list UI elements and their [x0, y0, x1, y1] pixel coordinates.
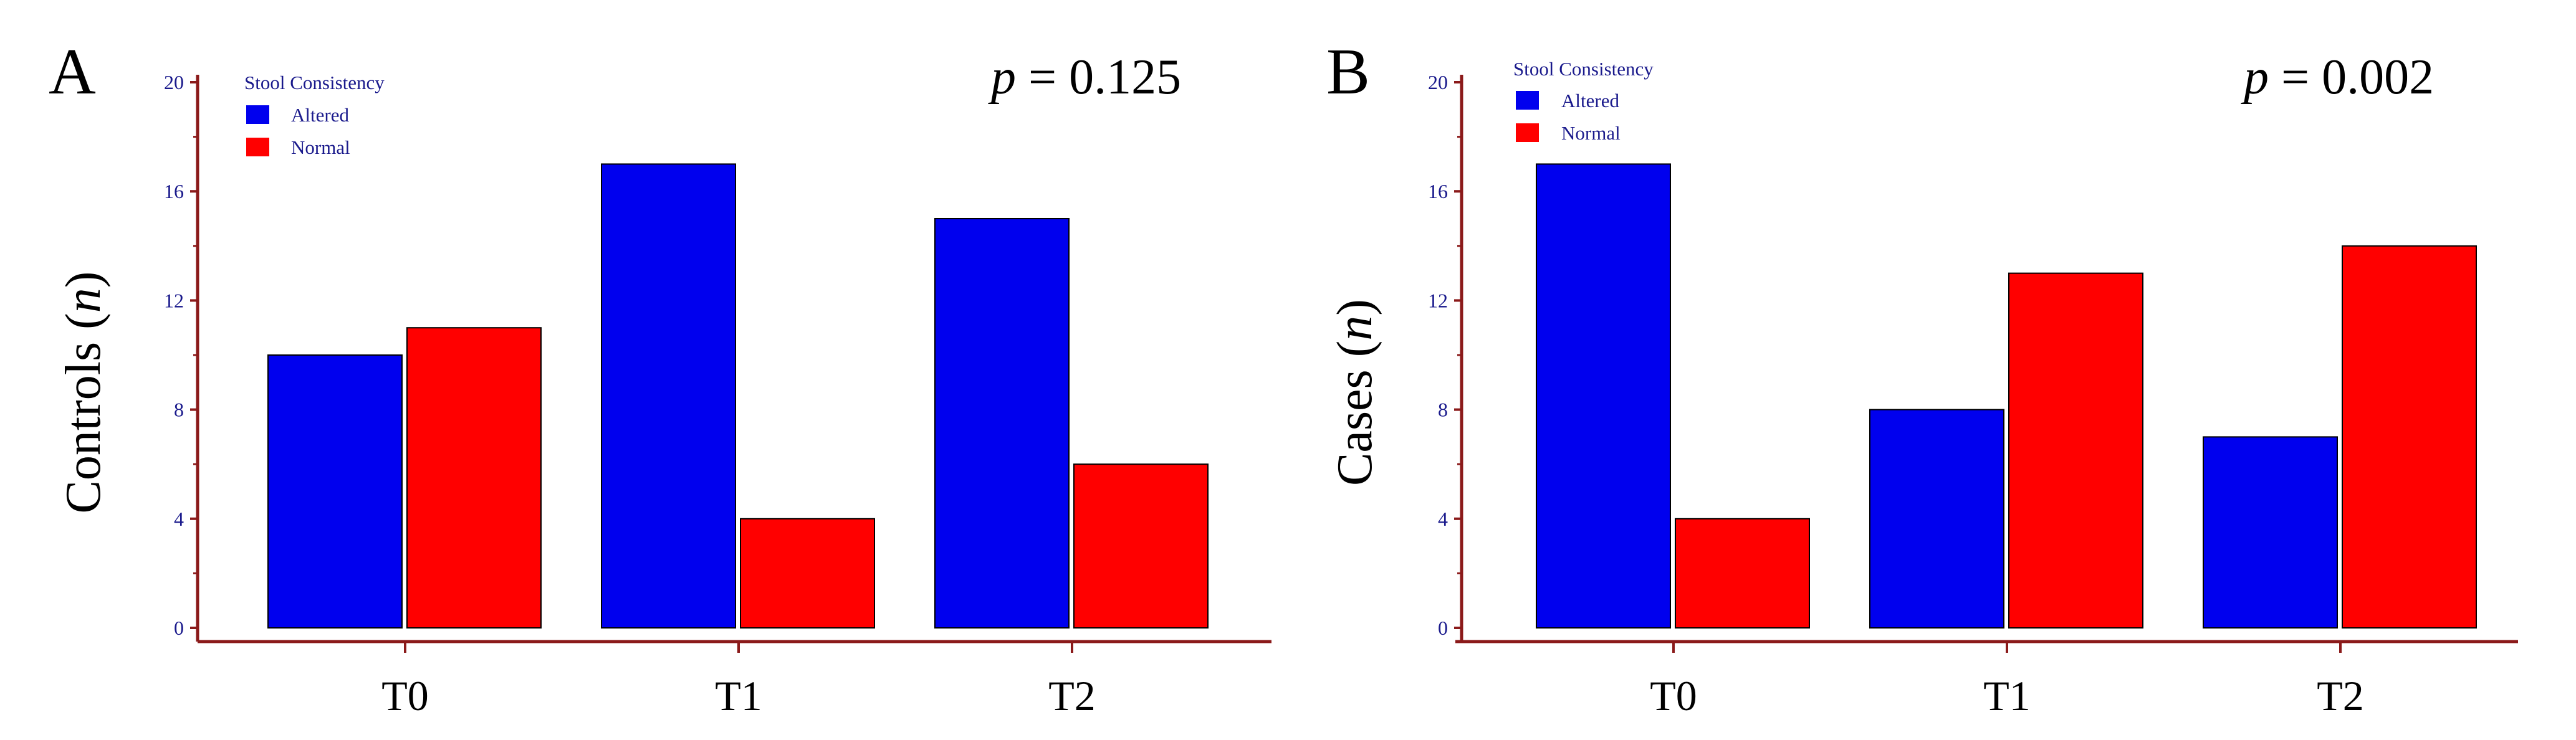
panel-b: B p = 0.002 Cases (n) 0 4 8 12 16 20 T0 T1 T2 S…	[1326, 35, 2518, 719]
legend-title: Stool Consistency	[1513, 58, 1654, 80]
bar-normal-t1	[740, 518, 875, 629]
y-tick-label: 8	[1438, 399, 1448, 421]
legend-swatch-normal	[1516, 123, 1539, 142]
p-value-label: p = 0.125	[988, 50, 1181, 105]
y-ticks: 0 4 8 12 16 20	[164, 71, 198, 639]
y-tick-label: 0	[174, 617, 184, 639]
bar-altered-t1	[1869, 409, 2004, 629]
legend: Stool Consistency Altered Normal	[1513, 58, 1654, 144]
x-tick-label: T0	[381, 672, 429, 719]
bar-normal-t0	[406, 327, 542, 629]
y-tick-label: 16	[164, 180, 184, 202]
bar-altered-t0	[267, 354, 403, 629]
y-tick-label: 4	[1438, 508, 1448, 530]
y-ticks: 0 4 8 12 16 20	[1428, 71, 1462, 639]
bar-normal-t2	[2342, 245, 2477, 629]
legend-swatch-altered	[1516, 91, 1539, 110]
y-tick-label: 20	[1428, 71, 1448, 93]
bar-altered-t2	[2203, 436, 2338, 629]
x-tick-label: T2	[1048, 672, 1096, 719]
x-ticks: T0 T1 T2	[381, 642, 1096, 719]
x-ticks: T0 T1 T2	[1650, 642, 2364, 719]
y-tick-label: 8	[174, 399, 184, 421]
y-tick-label: 20	[164, 71, 184, 93]
legend-label-normal: Normal	[291, 136, 350, 158]
x-tick-label: T0	[1650, 672, 1697, 719]
bar-normal-t2	[1073, 463, 1209, 629]
x-tick-label: T1	[1983, 672, 2031, 719]
panel-label: A	[49, 35, 96, 108]
legend-swatch-altered	[246, 105, 269, 124]
x-tick-label: T1	[715, 672, 762, 719]
legend: Stool Consistency Altered Normal	[244, 72, 385, 158]
legend-swatch-normal	[246, 138, 269, 156]
p-value-label: p = 0.002	[2241, 50, 2434, 105]
y-tick-label: 16	[1428, 180, 1448, 202]
y-axis-label: Controls (n)	[56, 272, 111, 514]
y-tick-label: 12	[1428, 289, 1448, 311]
bars	[267, 163, 1209, 629]
bar-altered-t0	[1536, 163, 1671, 629]
legend-label-altered: Altered	[291, 104, 349, 126]
legend-label-normal: Normal	[1561, 122, 1621, 144]
legend-title: Stool Consistency	[244, 72, 385, 93]
y-tick-label: 4	[174, 508, 184, 530]
y-tick-label: 0	[1438, 617, 1448, 639]
y-axis-label: Cases (n)	[1328, 299, 1382, 486]
bar-normal-t1	[2008, 272, 2143, 629]
bar-altered-t2	[934, 218, 1070, 629]
y-tick-label: 12	[164, 289, 184, 311]
panel-label: B	[1326, 35, 1370, 108]
x-tick-label: T2	[2317, 672, 2364, 719]
legend-label-altered: Altered	[1561, 90, 1619, 111]
bar-normal-t0	[1675, 518, 1810, 629]
bar-altered-t1	[601, 163, 736, 629]
bars	[1536, 163, 2477, 629]
